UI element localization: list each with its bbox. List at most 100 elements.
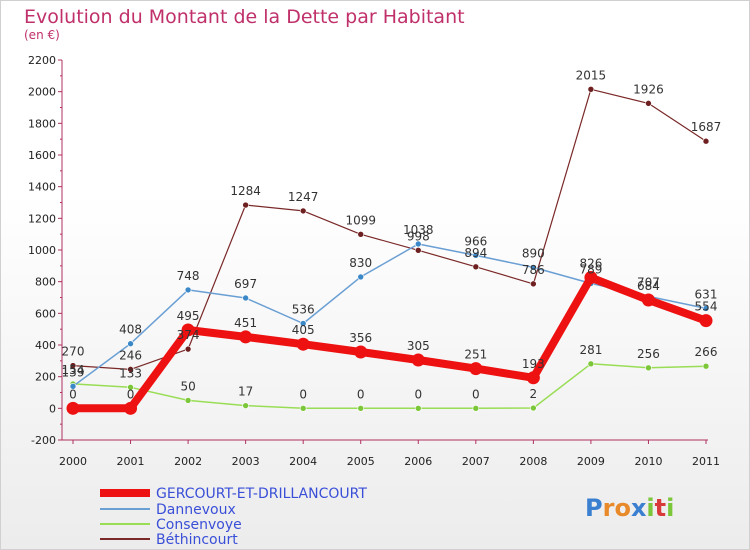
y-tick-label: 0 [49, 402, 56, 415]
data-label-dannevoux: 1038 [403, 223, 434, 237]
data-point-gercourt [354, 345, 368, 359]
data-point-consenvoye [702, 362, 710, 370]
legend-label-gercourt: GERCOURT-ET-DRILLANCOURT [156, 486, 367, 502]
data-label-dannevoux: 707 [637, 275, 660, 289]
data-label-gercourt: 405 [292, 323, 315, 337]
data-label-consenvoye: 0 [414, 387, 422, 401]
x-tick-label: 2000 [59, 455, 87, 468]
data-label-bethincourt: 246 [119, 348, 142, 362]
data-point-bethincourt [69, 362, 77, 369]
data-point-dannevoux [242, 294, 249, 302]
data-label-bethincourt: 374 [177, 328, 200, 342]
data-point-gercourt [469, 362, 483, 376]
y-tick-label: 1400 [28, 181, 56, 194]
data-point-consenvoye [299, 405, 307, 412]
data-point-bethincourt [184, 345, 192, 353]
data-label-bethincourt: 270 [62, 345, 85, 359]
x-tick-label: 2002 [174, 455, 202, 468]
data-label-dannevoux: 536 [292, 302, 315, 316]
data-point-gercourt [181, 323, 195, 337]
data-label-consenvoye: 0 [299, 387, 307, 401]
data-point-gercourt [66, 401, 80, 415]
data-label-dannevoux: 966 [464, 234, 487, 248]
data-point-bethincourt [242, 201, 249, 209]
data-point-gercourt [124, 401, 138, 415]
data-point-bethincourt [587, 85, 595, 93]
data-label-gercourt: 251 [464, 348, 487, 362]
y-tick-label: 1600 [28, 149, 56, 162]
data-label-gercourt: 305 [407, 339, 430, 353]
data-label-gercourt: 495 [177, 309, 200, 323]
y-tick-label: 1200 [28, 212, 56, 225]
data-point-bethincourt [414, 247, 422, 254]
data-point-gercourt [584, 271, 598, 285]
data-point-consenvoye [472, 405, 480, 412]
data-point-dannevoux [530, 264, 537, 271]
data-label-consenvoye: 2 [530, 387, 538, 401]
data-point-bethincourt [357, 231, 365, 238]
data-label-dannevoux: 631 [695, 287, 718, 301]
data-label-consenvoye: 266 [695, 345, 718, 359]
data-label-bethincourt: 894 [464, 246, 487, 260]
x-tick-label: 2007 [462, 455, 490, 468]
legend-label-dannevoux: Dannevoux [156, 502, 236, 518]
data-label-gercourt: 356 [349, 331, 372, 345]
data-label-dannevoux: 890 [522, 246, 545, 260]
y-tick-label: 600 [35, 307, 56, 320]
data-label-consenvoye: 50 [180, 379, 195, 393]
data-point-consenvoye [357, 405, 365, 412]
y-tick-label: -200 [31, 434, 56, 447]
chart-title: Evolution du Montant de la Dette par Hab… [24, 6, 465, 28]
data-point-bethincourt [645, 100, 652, 107]
data-label-dannevoux: 408 [119, 323, 142, 337]
data-label-consenvoye: 0 [472, 387, 480, 401]
data-point-consenvoye [184, 397, 192, 404]
data-point-gercourt [411, 353, 425, 367]
data-point-dannevoux [702, 305, 710, 312]
data-point-bethincourt [299, 207, 307, 215]
y-tick-label: 200 [35, 371, 56, 384]
data-label-consenvoye: 154 [62, 363, 85, 377]
data-point-gercourt [641, 293, 655, 307]
legend-label-bethincourt: Béthincourt [156, 532, 238, 548]
data-point-gercourt [239, 330, 253, 344]
y-tick-label: 800 [35, 276, 56, 289]
data-point-consenvoye [645, 364, 652, 372]
data-label-dannevoux: 697 [234, 277, 257, 291]
data-point-dannevoux [357, 273, 365, 281]
data-point-consenvoye [414, 405, 422, 412]
data-point-dannevoux [472, 252, 480, 259]
data-label-bethincourt: 1247 [288, 190, 319, 204]
x-tick-label: 2006 [404, 455, 432, 468]
data-label-dannevoux: 748 [177, 269, 200, 283]
legend-label-consenvoye: Consenvoye [156, 517, 242, 533]
x-tick-label: 2004 [289, 455, 317, 468]
data-point-bethincourt [127, 366, 134, 373]
data-point-dannevoux [184, 286, 192, 294]
x-tick-label: 2001 [117, 455, 145, 468]
x-tick-label: 2010 [634, 455, 662, 468]
data-point-consenvoye [127, 383, 134, 391]
data-label-dannevoux: 830 [349, 256, 372, 270]
y-tick-label: 1800 [28, 117, 56, 130]
data-label-bethincourt: 1926 [633, 82, 664, 96]
data-label-consenvoye: 17 [238, 385, 253, 399]
data-label-bethincourt: 1284 [230, 184, 261, 198]
y-tick-label: 2200 [28, 54, 56, 67]
x-tick-label: 2003 [232, 455, 260, 468]
data-label-bethincourt: 2015 [576, 68, 607, 82]
data-point-gercourt [699, 314, 713, 328]
x-tick-label: 2009 [577, 455, 605, 468]
x-tick-label: 2005 [347, 455, 375, 468]
data-label-consenvoye: 133 [119, 366, 142, 380]
data-label-bethincourt: 998 [407, 229, 430, 243]
data-point-bethincourt [530, 280, 537, 288]
y-tick-label: 400 [35, 339, 56, 352]
data-label-gercourt: 684 [637, 279, 660, 293]
series-line-gercourt [69, 273, 710, 413]
data-label-bethincourt: 1099 [345, 213, 376, 227]
y-tick-label: 1000 [28, 244, 56, 257]
data-label-gercourt: 0 [69, 387, 77, 401]
